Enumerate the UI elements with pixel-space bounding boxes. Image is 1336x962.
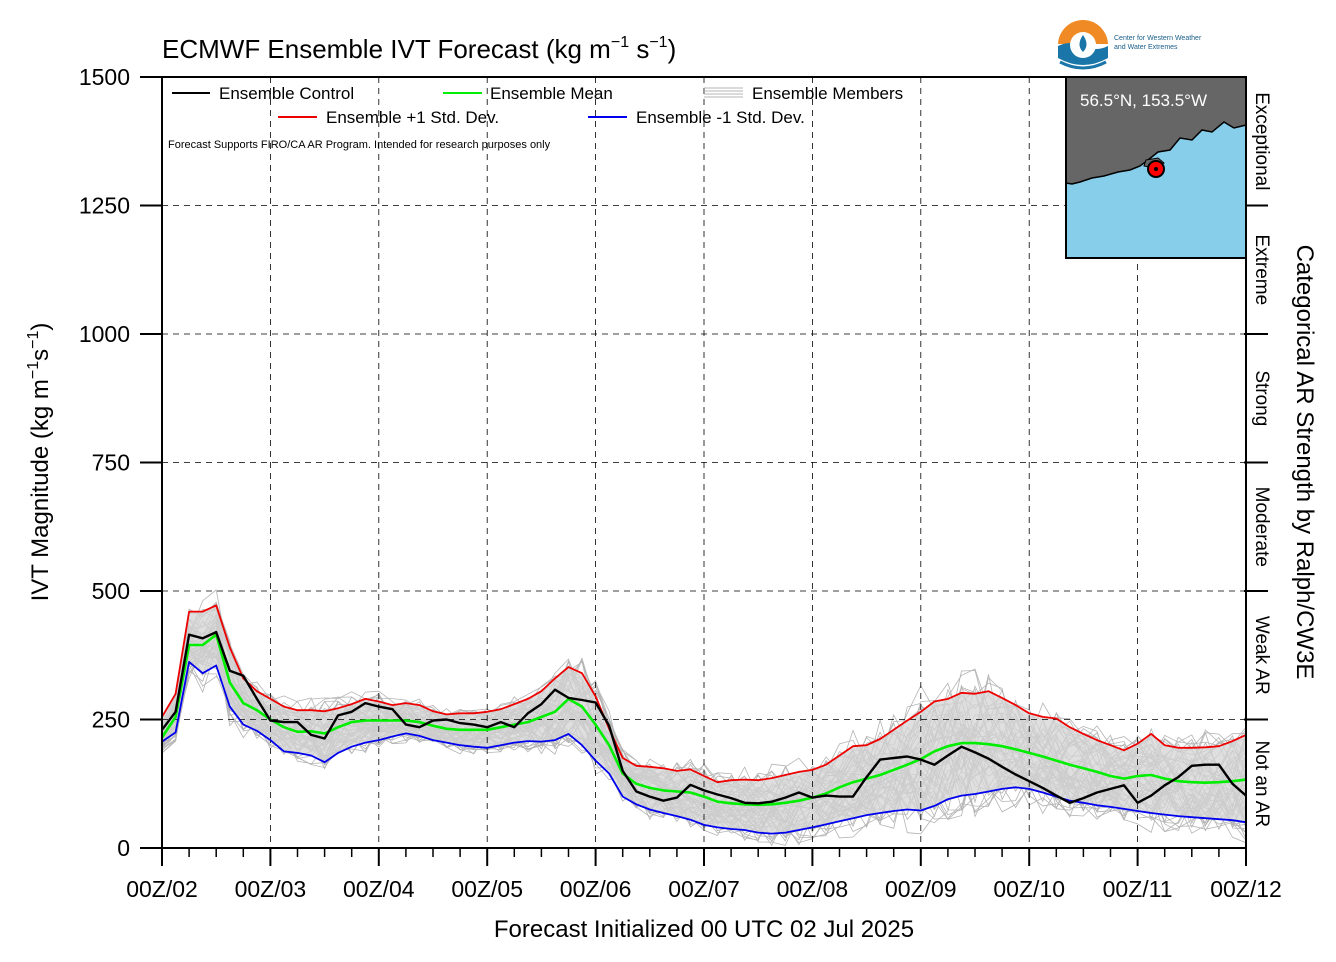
legend-members-label: Ensemble Members [752,84,903,103]
legend: Ensemble Control Ensemble Mean Ensemble … [168,84,903,151]
chart-title: ECMWF Ensemble IVT Forecast (kg m−1 s−1) [162,34,676,64]
logo-text-line2: and Water Extremes [1114,44,1178,51]
map-land [1066,77,1246,184]
axes: 0 250 500 750 1000 1250 1500 00Z/02 00Z/03 00Z/04… [79,64,1282,902]
legend-control-label: Ensemble Control [219,84,354,103]
research-note: Forecast Supports FIRO/CA AR Program. In… [168,139,551,151]
y-tick-label: 1000 [79,321,130,347]
x-tick-label: 00Z/07 [668,876,740,902]
x-tick-label: 00Z/11 [1103,876,1173,902]
category-label: Extreme [1251,234,1272,305]
series-lines [160,604,1247,835]
x-tick-label: 00Z/10 [993,876,1065,902]
x-tick-label: 00Z/04 [343,876,415,902]
x-tick-label: 00Z/05 [451,876,523,902]
spread-fill [162,605,1246,834]
y-tick-label: 0 [117,835,130,861]
cw3e-logo: Center for Western Weather and Water Ext… [1058,20,1202,70]
legend-minus-sd-label: Ensemble -1 Std. Dev. [636,108,805,127]
y-tick-label: 500 [92,578,130,604]
legend-members-swatch [704,87,743,98]
x-tick-label: 00Z/09 [885,876,957,902]
series-control-line [161,630,1247,805]
map-location-label: 56.5°N, 153.5°W [1080,91,1207,110]
y-tick-label: 750 [92,450,130,476]
category-label: Not an AR [1251,740,1272,827]
y-tick-label: 250 [92,707,130,733]
x-tick-label: 00Z/02 [126,876,198,902]
category-label: Weak AR [1251,616,1272,695]
series-mean-line [160,633,1247,807]
y-axis-label: IVT Magnitude (kg m−1s−1) [25,323,54,602]
category-label: Exceptional [1251,92,1272,190]
category-label: Strong [1251,370,1272,426]
legend-mean-label: Ensemble Mean [490,84,613,103]
x-axis-label: Forecast Initialized 00 UTC 02 Jul 2025 [494,916,914,943]
gridlines [162,77,1246,848]
y-tick-label: 1250 [79,193,130,219]
location-map: 56.5°N, 153.5°W [1065,76,1247,259]
right-axis-label: Categorical AR Strength by Ralph/CW3E [1291,245,1318,680]
std-dev-band [162,605,1246,834]
legend-plus-sd-label: Ensemble +1 Std. Dev. [326,108,499,127]
y-tick-label: 1500 [79,64,130,90]
x-tick-label: 00Z/03 [235,876,307,902]
x-tick-label: 00Z/08 [777,876,849,902]
x-tick-label: 00Z/06 [560,876,632,902]
series-plus-sd-line [161,604,1247,784]
ar-categories: Not an AR Weak AR Moderate Strong Extreme Exc… [1251,92,1272,827]
x-tick-label: 00Z/12 [1210,876,1282,902]
category-label: Moderate [1251,487,1272,567]
logo-text-line1: Center for Western Weather [1114,35,1202,42]
